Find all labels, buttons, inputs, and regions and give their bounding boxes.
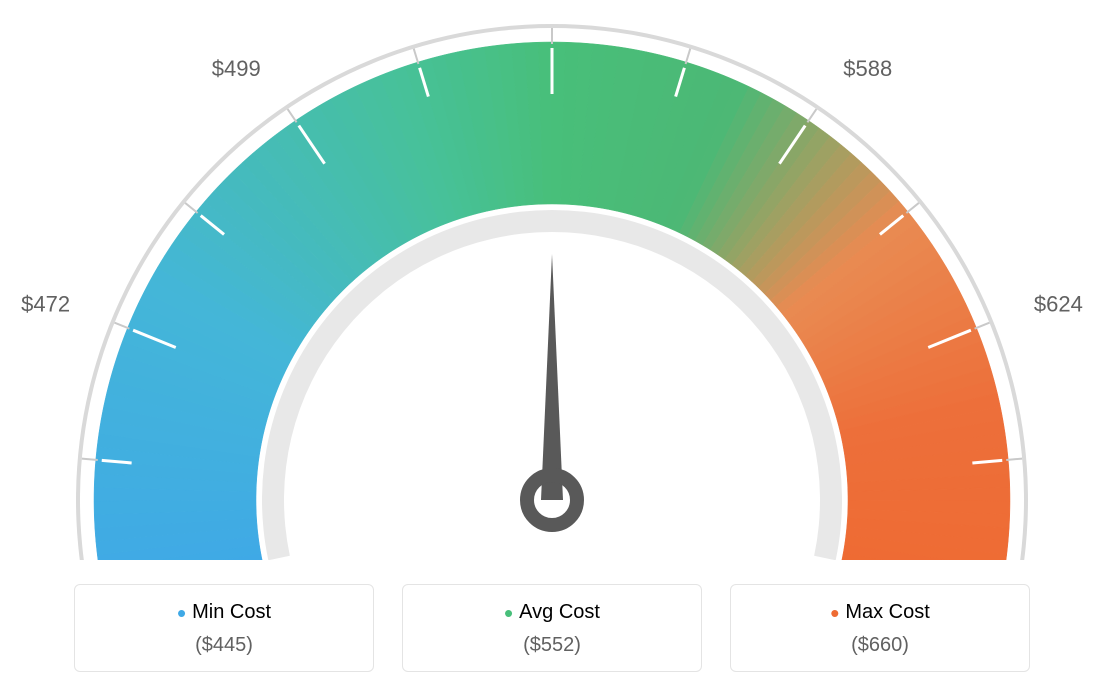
legend-avg: •Avg Cost ($552) (402, 584, 702, 672)
legend-min-title: •Min Cost (75, 601, 373, 624)
legend-min: •Min Cost ($445) (74, 584, 374, 672)
legend-min-value: ($445) (75, 634, 373, 657)
legend-min-bullet: • (177, 598, 186, 628)
svg-text:$624: $624 (1034, 292, 1083, 317)
gauge-chart: $445$472$499$552$588$624$660 (0, 0, 1104, 560)
legend-max-title: •Max Cost (731, 601, 1029, 624)
svg-text:$499: $499 (212, 56, 261, 81)
legend-max: •Max Cost ($660) (730, 584, 1030, 672)
gauge-svg: $445$472$499$552$588$624$660 (0, 0, 1104, 560)
legend-row: •Min Cost ($445) •Avg Cost ($552) •Max C… (0, 584, 1104, 672)
legend-avg-bullet: • (504, 598, 513, 628)
legend-avg-label: Avg Cost (519, 601, 600, 623)
legend-max-value: ($660) (731, 634, 1029, 657)
legend-avg-value: ($552) (403, 634, 701, 657)
legend-avg-title: •Avg Cost (403, 601, 701, 624)
legend-max-label: Max Cost (845, 601, 929, 623)
svg-text:$472: $472 (21, 292, 70, 317)
svg-text:$588: $588 (843, 56, 892, 81)
legend-max-bullet: • (830, 598, 839, 628)
legend-min-label: Min Cost (192, 601, 271, 623)
